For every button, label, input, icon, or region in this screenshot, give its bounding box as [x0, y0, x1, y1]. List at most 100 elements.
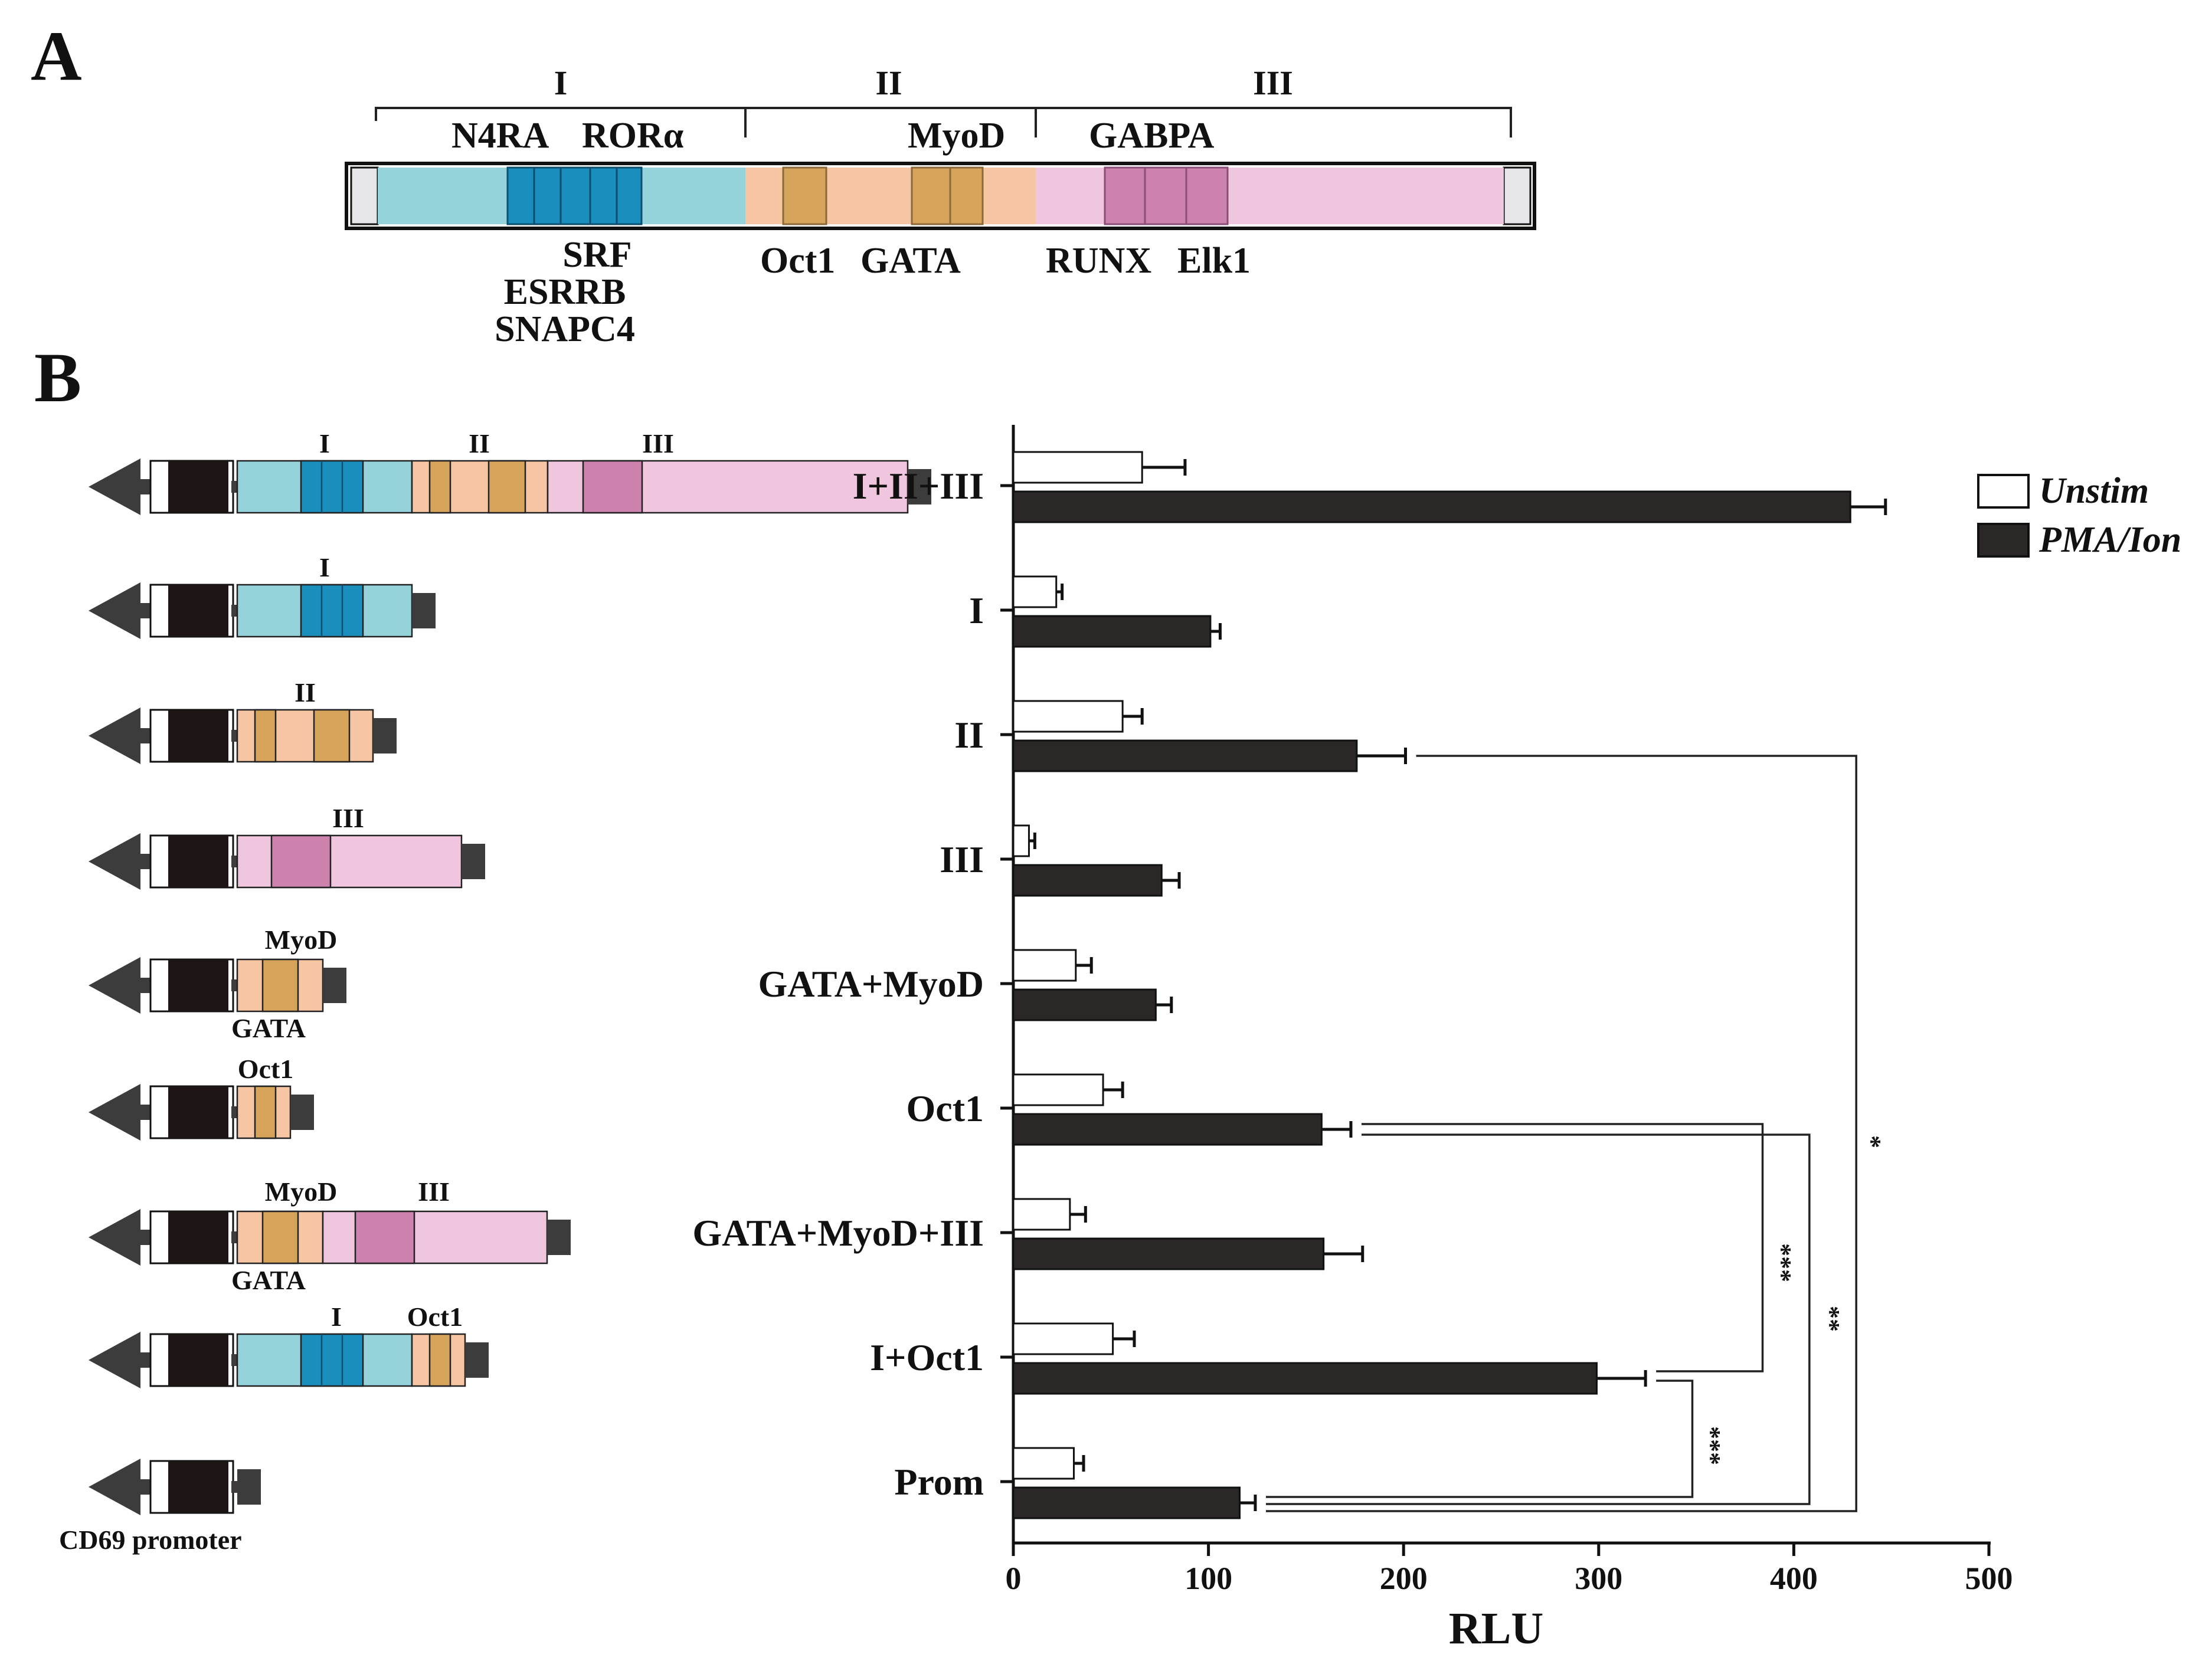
x-tick-label: 300	[1575, 1561, 1622, 1596]
gata-myod-motif	[911, 166, 984, 225]
category-label: II	[954, 714, 984, 756]
label-gabpa: GABPA	[1089, 116, 1215, 156]
promoter-block	[168, 1086, 228, 1138]
x-axis-title: RLU	[1449, 1604, 1543, 1653]
construct-i-oct1	[89, 1332, 489, 1388]
arrow-stem	[139, 1352, 151, 1368]
construct-label: GATA	[231, 1265, 306, 1295]
label-gata: GATA	[860, 241, 961, 281]
bar-unstim-3	[1012, 824, 1030, 857]
promoter-block	[168, 585, 228, 637]
bar-unstim-4	[1012, 949, 1077, 982]
label-myod: MyoD	[908, 116, 1005, 156]
promoter-block	[168, 1211, 228, 1263]
gata-myod-motif	[313, 709, 351, 763]
construct-gata-myod-iii	[89, 1209, 571, 1266]
bar-pma-1	[1012, 615, 1212, 648]
significance-label: ***	[1768, 1243, 1797, 1282]
x-tick-label: 500	[1965, 1561, 2013, 1596]
region-1-motifs	[300, 1333, 364, 1387]
legend-label-pma: PMA/Ion	[2038, 520, 2181, 560]
bar-pma-4	[1012, 988, 1157, 1021]
arrow-stem	[139, 1479, 151, 1495]
direction-arrow-icon	[89, 833, 140, 890]
bar-pma-5	[1012, 1113, 1323, 1146]
direction-arrow-icon	[89, 1459, 140, 1515]
oct1-motif	[254, 1085, 277, 1139]
promoter-block	[168, 1334, 228, 1386]
category-label: I+Oct1	[870, 1336, 984, 1378]
bar-unstim-1	[1012, 575, 1058, 608]
bar-unstim-0	[1012, 451, 1143, 484]
significance-brackets: *********	[1265, 755, 1886, 1512]
bar-unstim-6	[1012, 1198, 1071, 1231]
bar-pma-0	[1012, 490, 1851, 523]
construct-label: I	[331, 1302, 342, 1332]
terminator-block	[373, 718, 397, 753]
construct-label: II	[295, 677, 316, 707]
gata-myod-motif	[261, 958, 299, 1013]
promoter-block	[168, 1461, 228, 1513]
linker	[231, 605, 237, 617]
promoter-block	[168, 461, 228, 513]
terminator-block	[465, 1342, 489, 1378]
cd69-promoter-label: CD69 promoter	[59, 1525, 242, 1555]
construct-ii	[89, 707, 397, 764]
linker	[231, 1106, 237, 1118]
bar-unstim-2	[1012, 700, 1124, 733]
bar-pma-8	[1012, 1486, 1241, 1519]
linker	[231, 979, 237, 991]
terminator-block	[237, 1469, 261, 1505]
construct-label: GATA	[231, 1013, 306, 1043]
label-n4ra: N4RA	[451, 116, 549, 156]
construct-gata-myod	[89, 957, 346, 1014]
gata-myod-motif	[261, 1210, 299, 1264]
significance-label: ***	[1697, 1426, 1726, 1465]
oct1-motif	[254, 709, 277, 763]
gata-myod-motif	[487, 460, 526, 514]
bar-pma-6	[1012, 1237, 1325, 1270]
enhancer-end-cap-left	[350, 166, 379, 225]
construct-label: MyoD	[265, 925, 338, 955]
direction-arrow-icon	[89, 957, 140, 1014]
region-1-motifs	[300, 584, 364, 638]
category-labels: I+II+IIIIIIIIIGATA+MyoDOct1GATA+MyoD+III…	[692, 465, 1013, 1503]
construct-label: Oct1	[238, 1054, 294, 1084]
construct-oct1	[89, 1084, 314, 1141]
terminator-block	[412, 593, 436, 628]
significance-bracket	[1265, 1133, 1811, 1505]
arrow-stem	[139, 603, 151, 618]
label-srf: SRF	[562, 235, 631, 275]
significance-bracket	[1265, 755, 1857, 1512]
x-tick-label: 400	[1770, 1561, 1818, 1596]
region-3-label: III	[1253, 64, 1293, 102]
arrow-stem	[139, 854, 151, 869]
region-3-motif-cluster	[1104, 166, 1229, 225]
bars	[1012, 451, 1887, 1519]
region-3-motifs	[582, 460, 643, 514]
construct-i-ii-iii	[89, 458, 931, 515]
construct-i	[89, 582, 436, 639]
x-tick-label: 100	[1184, 1561, 1232, 1596]
region-1-motifs	[300, 460, 364, 514]
direction-arrow-icon	[89, 458, 140, 515]
region-1-label: I	[554, 64, 568, 102]
label-rora: RORα	[582, 116, 683, 156]
panel-b-letter: B	[34, 338, 81, 417]
direction-arrow-icon	[89, 707, 140, 764]
arrow-stem	[139, 728, 151, 743]
rlu-bar-chart: 0 100 200 300 400 500 I+II+IIIIIIIIIGATA+MyoD…	[692, 425, 2013, 1653]
linker	[231, 856, 237, 867]
arrow-stem	[139, 1230, 151, 1245]
bar-unstim-7	[1012, 1322, 1114, 1355]
region-1-motif-cluster	[506, 166, 643, 225]
construct-label: Oct1	[407, 1302, 463, 1332]
category-label: I	[969, 589, 984, 631]
bar-pma-3	[1012, 864, 1163, 897]
category-label: GATA+MyoD	[758, 963, 984, 1005]
label-elk1: Elk1	[1177, 241, 1251, 281]
direction-arrow-icon	[89, 1209, 140, 1266]
legend: Unstim PMA/Ion	[1977, 471, 2181, 560]
